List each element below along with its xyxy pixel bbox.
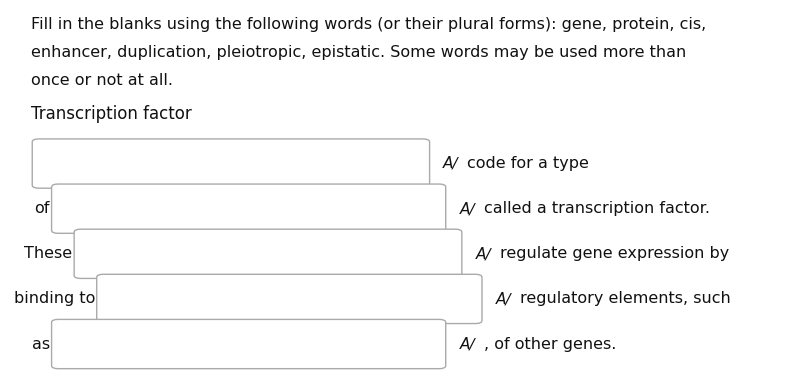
Text: A∕: A∕ [443, 156, 459, 171]
Text: Fill in the blanks using the following words (or their plural forms): gene, prot: Fill in the blanks using the following w… [31, 17, 706, 32]
Text: once or not at all.: once or not at all. [31, 73, 172, 88]
FancyBboxPatch shape [74, 229, 462, 278]
Text: regulatory elements, such: regulatory elements, such [520, 291, 730, 306]
Text: enhancer, duplication, pleiotropic, epistatic. Some words may be used more than: enhancer, duplication, pleiotropic, epis… [31, 45, 686, 60]
Text: A∕: A∕ [459, 201, 475, 216]
Text: code for a type: code for a type [467, 156, 589, 171]
Text: called a transcription factor.: called a transcription factor. [484, 201, 709, 216]
Text: These: These [24, 246, 73, 261]
Text: Transcription factor: Transcription factor [31, 105, 191, 123]
Text: binding to: binding to [14, 291, 95, 306]
FancyBboxPatch shape [52, 319, 446, 368]
Text: as: as [32, 337, 50, 352]
Text: A∕: A∕ [496, 291, 511, 306]
FancyBboxPatch shape [97, 274, 482, 323]
FancyBboxPatch shape [32, 139, 430, 188]
Text: A∕: A∕ [476, 246, 491, 261]
FancyBboxPatch shape [52, 184, 446, 233]
Text: regulate gene expression by: regulate gene expression by [500, 246, 729, 261]
Text: of: of [35, 201, 50, 216]
Text: A∕: A∕ [459, 337, 475, 352]
Text: , of other genes.: , of other genes. [484, 337, 616, 352]
